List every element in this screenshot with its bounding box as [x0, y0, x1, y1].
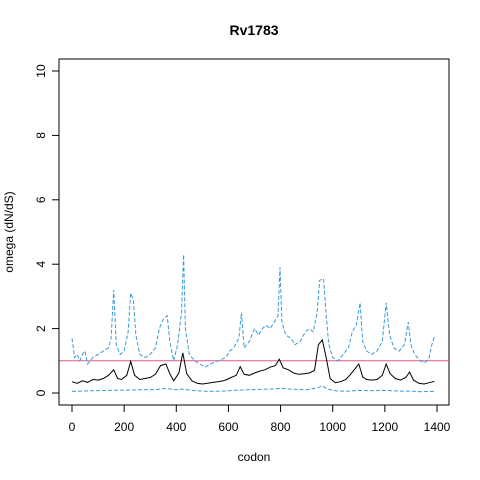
series-line-lower: [71, 385, 435, 393]
y-tick-label: 2: [34, 325, 48, 332]
x-tick-label: 200: [114, 420, 134, 434]
y-tick-label: 4: [34, 261, 48, 268]
y-axis: 0 2 4 6 8 10: [34, 64, 60, 396]
x-tick-label: 800: [271, 420, 291, 434]
y-axis-label: omega (dN/dS): [2, 191, 16, 272]
x-axis: 0 200 400 600 800 1000 1200 1400: [69, 404, 451, 434]
x-tick-label: 400: [166, 420, 186, 434]
x-tick-label: 1000: [319, 420, 346, 434]
x-tick-label: 1200: [372, 420, 399, 434]
x-tick-label: 0: [69, 420, 76, 434]
y-tick-label: 0: [34, 389, 48, 396]
y-tick-label: 10: [34, 64, 48, 78]
chart-title: Rv1783: [229, 22, 278, 38]
series-layer: [71, 254, 435, 393]
y-tick-label: 6: [34, 196, 48, 203]
x-tick-label: 1400: [424, 420, 451, 434]
x-tick-label: 600: [218, 420, 238, 434]
series-line-upper: [71, 254, 435, 368]
x-axis-label: codon: [238, 450, 271, 464]
y-tick-label: 8: [34, 132, 48, 139]
series-line-omega: [71, 338, 435, 385]
